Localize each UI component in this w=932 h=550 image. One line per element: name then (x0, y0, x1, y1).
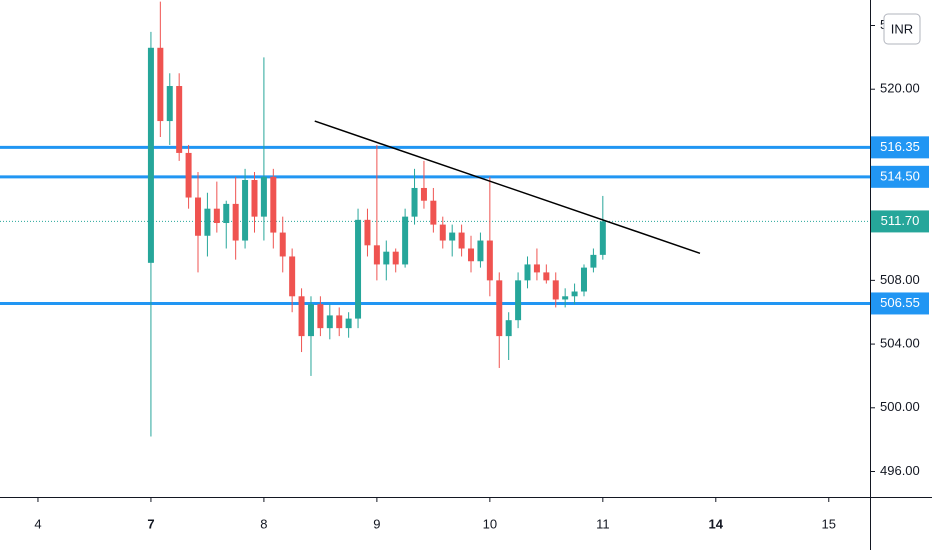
candle-body (298, 296, 305, 337)
currency-label: INR (891, 21, 913, 36)
candle-body (336, 315, 343, 329)
level-price-label: 506.55 (880, 295, 920, 310)
x-tick-label: 8 (260, 516, 267, 531)
candle-body (373, 245, 380, 265)
candle-body (486, 240, 493, 281)
level-price-label: 514.50 (880, 168, 920, 183)
y-tick-label: 504.00 (880, 336, 920, 351)
candle-body (439, 224, 446, 241)
candle-body (166, 86, 173, 122)
y-tick-label: 520.00 (880, 81, 920, 96)
candle-body (251, 180, 258, 217)
candle-body (213, 208, 220, 224)
candle-body (402, 216, 409, 265)
candle-body (392, 251, 399, 265)
candle-body (232, 203, 239, 241)
last-price-box (871, 210, 929, 233)
y-tick-label: 500.00 (880, 399, 920, 414)
candle-body (307, 304, 314, 337)
candle-body (458, 232, 465, 249)
candle-body (317, 304, 324, 329)
candle-body (590, 254, 597, 268)
candle-body (599, 221, 606, 255)
candle-body (270, 176, 277, 233)
candle-body (364, 219, 371, 246)
candle-body (204, 208, 211, 236)
last-price-label: 511.70 (881, 213, 920, 228)
candle-body (279, 232, 286, 257)
candle-body (383, 251, 390, 265)
level-price-box (871, 292, 929, 315)
candle-body (468, 248, 475, 262)
x-tick-label: 10 (483, 516, 497, 531)
x-tick-label: 4 (34, 516, 41, 531)
candle-body (411, 187, 418, 217)
candle-body (562, 296, 569, 300)
candle-body (289, 256, 296, 297)
candle-body (496, 280, 503, 337)
candle-body (552, 280, 559, 300)
candle-body (242, 180, 249, 241)
candle-body (477, 240, 484, 262)
candle-body (326, 315, 333, 329)
trendline (314, 120, 701, 254)
x-tick-label: 15 (822, 516, 836, 531)
candle-body (185, 152, 192, 198)
x-tick-label: 14 (709, 516, 724, 531)
x-tick-label: 11 (596, 516, 610, 531)
candle-body (355, 219, 362, 319)
candle-body (580, 267, 587, 292)
candle-body (543, 272, 550, 281)
candle-body (515, 280, 522, 321)
candle-body (505, 320, 512, 337)
y-tick-label: 508.00 (880, 272, 920, 287)
y-tick-label: 496.00 (880, 463, 920, 478)
level-price-box (871, 165, 929, 188)
candle-body (449, 232, 456, 241)
candle-body (420, 187, 427, 201)
x-tick-label: 7 (147, 516, 154, 531)
currency-badge[interactable] (883, 13, 921, 45)
candle-body (571, 291, 578, 297)
candle-body (260, 176, 267, 217)
candle-body (345, 318, 352, 329)
candle-body (157, 47, 164, 122)
candle-body (223, 203, 230, 224)
candle-body (176, 86, 183, 153)
candle-body (195, 197, 202, 236)
level-price-label: 516.35 (880, 139, 920, 154)
candle-body (147, 47, 154, 263)
candle-body (524, 264, 531, 281)
candle-body (533, 264, 540, 273)
x-tick-label: 9 (373, 516, 380, 531)
level-price-box (871, 136, 929, 159)
plot (0, 1, 870, 437)
candle-body (430, 200, 437, 225)
